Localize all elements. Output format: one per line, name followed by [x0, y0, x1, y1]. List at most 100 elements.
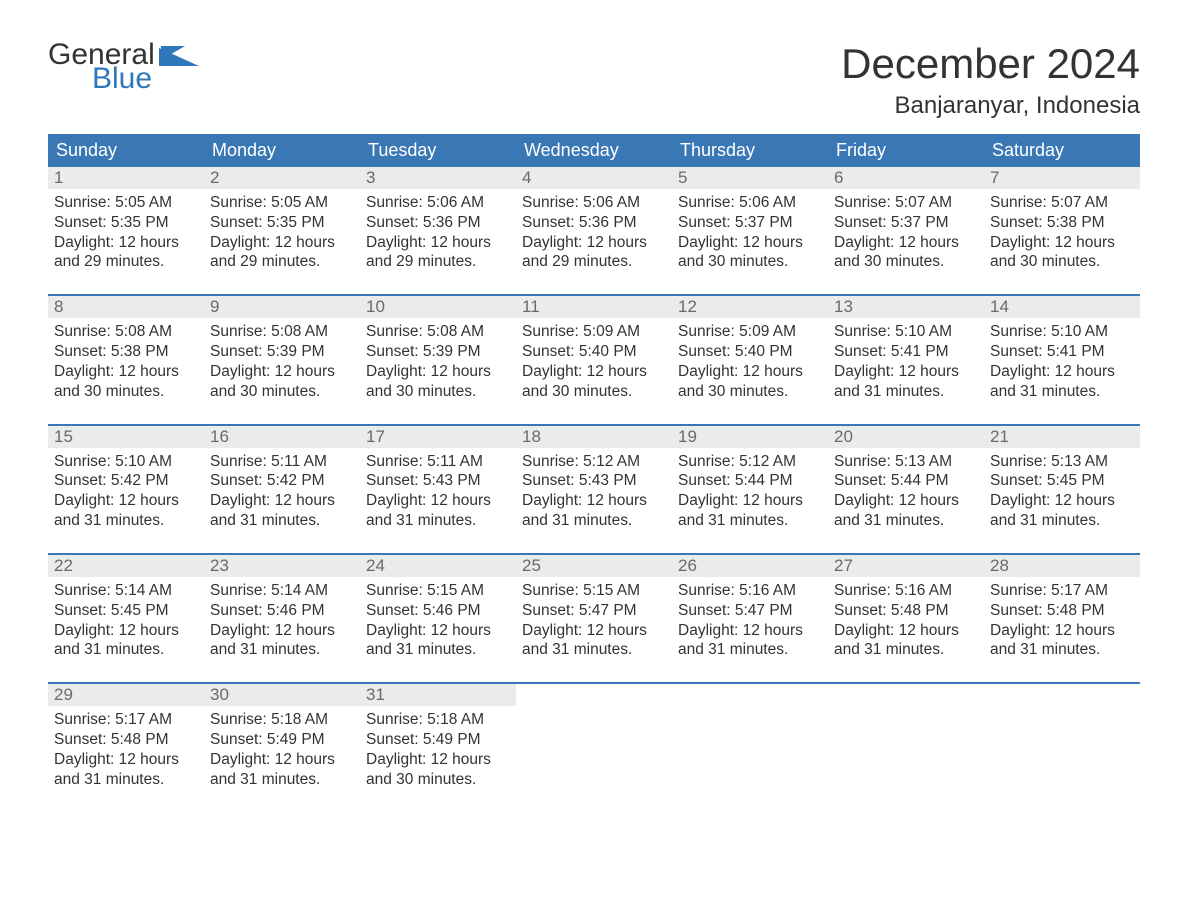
dl1-text: Daylight: 12 hours	[990, 362, 1134, 382]
day-header-saturday: Saturday	[984, 134, 1140, 167]
dl1-text: Daylight: 12 hours	[210, 362, 354, 382]
cell-body: Sunrise: 5:08 AMSunset: 5:39 PMDaylight:…	[360, 318, 516, 405]
calendar-cell: 29Sunrise: 5:17 AMSunset: 5:48 PMDayligh…	[48, 684, 204, 793]
flag-icon	[159, 44, 199, 66]
dl2-text: and 31 minutes.	[54, 511, 198, 531]
logo-text-blue: Blue	[92, 64, 199, 94]
dl2-text: and 29 minutes.	[54, 252, 198, 272]
day-header-tuesday: Tuesday	[360, 134, 516, 167]
dl1-text: Daylight: 12 hours	[990, 233, 1134, 253]
sunset-text: Sunset: 5:37 PM	[678, 213, 822, 233]
cell-body: Sunrise: 5:11 AMSunset: 5:42 PMDaylight:…	[204, 448, 360, 535]
sunset-text: Sunset: 5:40 PM	[678, 342, 822, 362]
sunset-text: Sunset: 5:42 PM	[54, 471, 198, 491]
date-number: 8	[48, 296, 204, 318]
calendar-cell: 21Sunrise: 5:13 AMSunset: 5:45 PMDayligh…	[984, 426, 1140, 535]
sunset-text: Sunset: 5:39 PM	[210, 342, 354, 362]
dl1-text: Daylight: 12 hours	[522, 233, 666, 253]
calendar-cell: 18Sunrise: 5:12 AMSunset: 5:43 PMDayligh…	[516, 426, 672, 535]
cell-body: Sunrise: 5:08 AMSunset: 5:39 PMDaylight:…	[204, 318, 360, 405]
dl2-text: and 30 minutes.	[366, 382, 510, 402]
cell-body: Sunrise: 5:08 AMSunset: 5:38 PMDaylight:…	[48, 318, 204, 405]
cell-body: Sunrise: 5:13 AMSunset: 5:44 PMDaylight:…	[828, 448, 984, 535]
cell-body: Sunrise: 5:17 AMSunset: 5:48 PMDaylight:…	[48, 706, 204, 793]
date-number: 26	[672, 555, 828, 577]
dl2-text: and 31 minutes.	[522, 511, 666, 531]
sunrise-text: Sunrise: 5:05 AM	[210, 193, 354, 213]
dl2-text: and 31 minutes.	[990, 382, 1134, 402]
date-number: 16	[204, 426, 360, 448]
dl2-text: and 30 minutes.	[834, 252, 978, 272]
sunset-text: Sunset: 5:43 PM	[522, 471, 666, 491]
calendar-cell: 22Sunrise: 5:14 AMSunset: 5:45 PMDayligh…	[48, 555, 204, 664]
dl2-text: and 30 minutes.	[678, 382, 822, 402]
cell-body: Sunrise: 5:10 AMSunset: 5:41 PMDaylight:…	[984, 318, 1140, 405]
dl1-text: Daylight: 12 hours	[678, 491, 822, 511]
calendar-cell: .	[516, 684, 672, 793]
cell-body: Sunrise: 5:17 AMSunset: 5:48 PMDaylight:…	[984, 577, 1140, 664]
calendar-cell: 17Sunrise: 5:11 AMSunset: 5:43 PMDayligh…	[360, 426, 516, 535]
dl2-text: and 31 minutes.	[834, 511, 978, 531]
calendar-cell: 7Sunrise: 5:07 AMSunset: 5:38 PMDaylight…	[984, 167, 1140, 276]
sunrise-text: Sunrise: 5:09 AM	[522, 322, 666, 342]
sunset-text: Sunset: 5:48 PM	[834, 601, 978, 621]
cell-body: Sunrise: 5:07 AMSunset: 5:38 PMDaylight:…	[984, 189, 1140, 276]
dl1-text: Daylight: 12 hours	[54, 621, 198, 641]
date-number: 6	[828, 167, 984, 189]
dl2-text: and 30 minutes.	[522, 382, 666, 402]
cell-body: Sunrise: 5:06 AMSunset: 5:36 PMDaylight:…	[360, 189, 516, 276]
weeks-container: 1Sunrise: 5:05 AMSunset: 5:35 PMDaylight…	[48, 167, 1140, 794]
date-number: 10	[360, 296, 516, 318]
dl2-text: and 31 minutes.	[678, 511, 822, 531]
dl2-text: and 31 minutes.	[54, 770, 198, 790]
dl1-text: Daylight: 12 hours	[54, 362, 198, 382]
cell-body: Sunrise: 5:18 AMSunset: 5:49 PMDaylight:…	[204, 706, 360, 793]
dl2-text: and 31 minutes.	[210, 511, 354, 531]
dl1-text: Daylight: 12 hours	[366, 362, 510, 382]
sunrise-text: Sunrise: 5:10 AM	[54, 452, 198, 472]
sunrise-text: Sunrise: 5:14 AM	[210, 581, 354, 601]
calendar-cell: 20Sunrise: 5:13 AMSunset: 5:44 PMDayligh…	[828, 426, 984, 535]
cell-body: Sunrise: 5:15 AMSunset: 5:47 PMDaylight:…	[516, 577, 672, 664]
week-row: 15Sunrise: 5:10 AMSunset: 5:42 PMDayligh…	[48, 424, 1140, 535]
sunrise-text: Sunrise: 5:08 AM	[210, 322, 354, 342]
calendar-cell: 16Sunrise: 5:11 AMSunset: 5:42 PMDayligh…	[204, 426, 360, 535]
sunrise-text: Sunrise: 5:08 AM	[54, 322, 198, 342]
dl1-text: Daylight: 12 hours	[210, 491, 354, 511]
calendar-cell: .	[672, 684, 828, 793]
dl2-text: and 31 minutes.	[210, 770, 354, 790]
cell-body: Sunrise: 5:16 AMSunset: 5:47 PMDaylight:…	[672, 577, 828, 664]
calendar-cell: 24Sunrise: 5:15 AMSunset: 5:46 PMDayligh…	[360, 555, 516, 664]
dl2-text: and 30 minutes.	[54, 382, 198, 402]
sunrise-text: Sunrise: 5:06 AM	[366, 193, 510, 213]
week-row: 8Sunrise: 5:08 AMSunset: 5:38 PMDaylight…	[48, 294, 1140, 405]
sunset-text: Sunset: 5:41 PM	[990, 342, 1134, 362]
date-number: 23	[204, 555, 360, 577]
calendar-cell: 27Sunrise: 5:16 AMSunset: 5:48 PMDayligh…	[828, 555, 984, 664]
calendar-cell: 23Sunrise: 5:14 AMSunset: 5:46 PMDayligh…	[204, 555, 360, 664]
cell-body: Sunrise: 5:16 AMSunset: 5:48 PMDaylight:…	[828, 577, 984, 664]
sunrise-text: Sunrise: 5:15 AM	[522, 581, 666, 601]
date-number: 24	[360, 555, 516, 577]
sunset-text: Sunset: 5:38 PM	[54, 342, 198, 362]
calendar-cell: 31Sunrise: 5:18 AMSunset: 5:49 PMDayligh…	[360, 684, 516, 793]
sunset-text: Sunset: 5:47 PM	[522, 601, 666, 621]
sunset-text: Sunset: 5:40 PM	[522, 342, 666, 362]
week-row: 29Sunrise: 5:17 AMSunset: 5:48 PMDayligh…	[48, 682, 1140, 793]
cell-body: Sunrise: 5:12 AMSunset: 5:44 PMDaylight:…	[672, 448, 828, 535]
date-number: 29	[48, 684, 204, 706]
date-number: 21	[984, 426, 1140, 448]
date-number: 17	[360, 426, 516, 448]
date-number: 28	[984, 555, 1140, 577]
sunset-text: Sunset: 5:36 PM	[366, 213, 510, 233]
dl1-text: Daylight: 12 hours	[834, 362, 978, 382]
sunset-text: Sunset: 5:45 PM	[54, 601, 198, 621]
dl1-text: Daylight: 12 hours	[366, 750, 510, 770]
sunset-text: Sunset: 5:36 PM	[522, 213, 666, 233]
sunrise-text: Sunrise: 5:12 AM	[522, 452, 666, 472]
sunset-text: Sunset: 5:35 PM	[210, 213, 354, 233]
sunrise-text: Sunrise: 5:06 AM	[678, 193, 822, 213]
calendar-cell: 1Sunrise: 5:05 AMSunset: 5:35 PMDaylight…	[48, 167, 204, 276]
sunrise-text: Sunrise: 5:08 AM	[366, 322, 510, 342]
day-header-monday: Monday	[204, 134, 360, 167]
